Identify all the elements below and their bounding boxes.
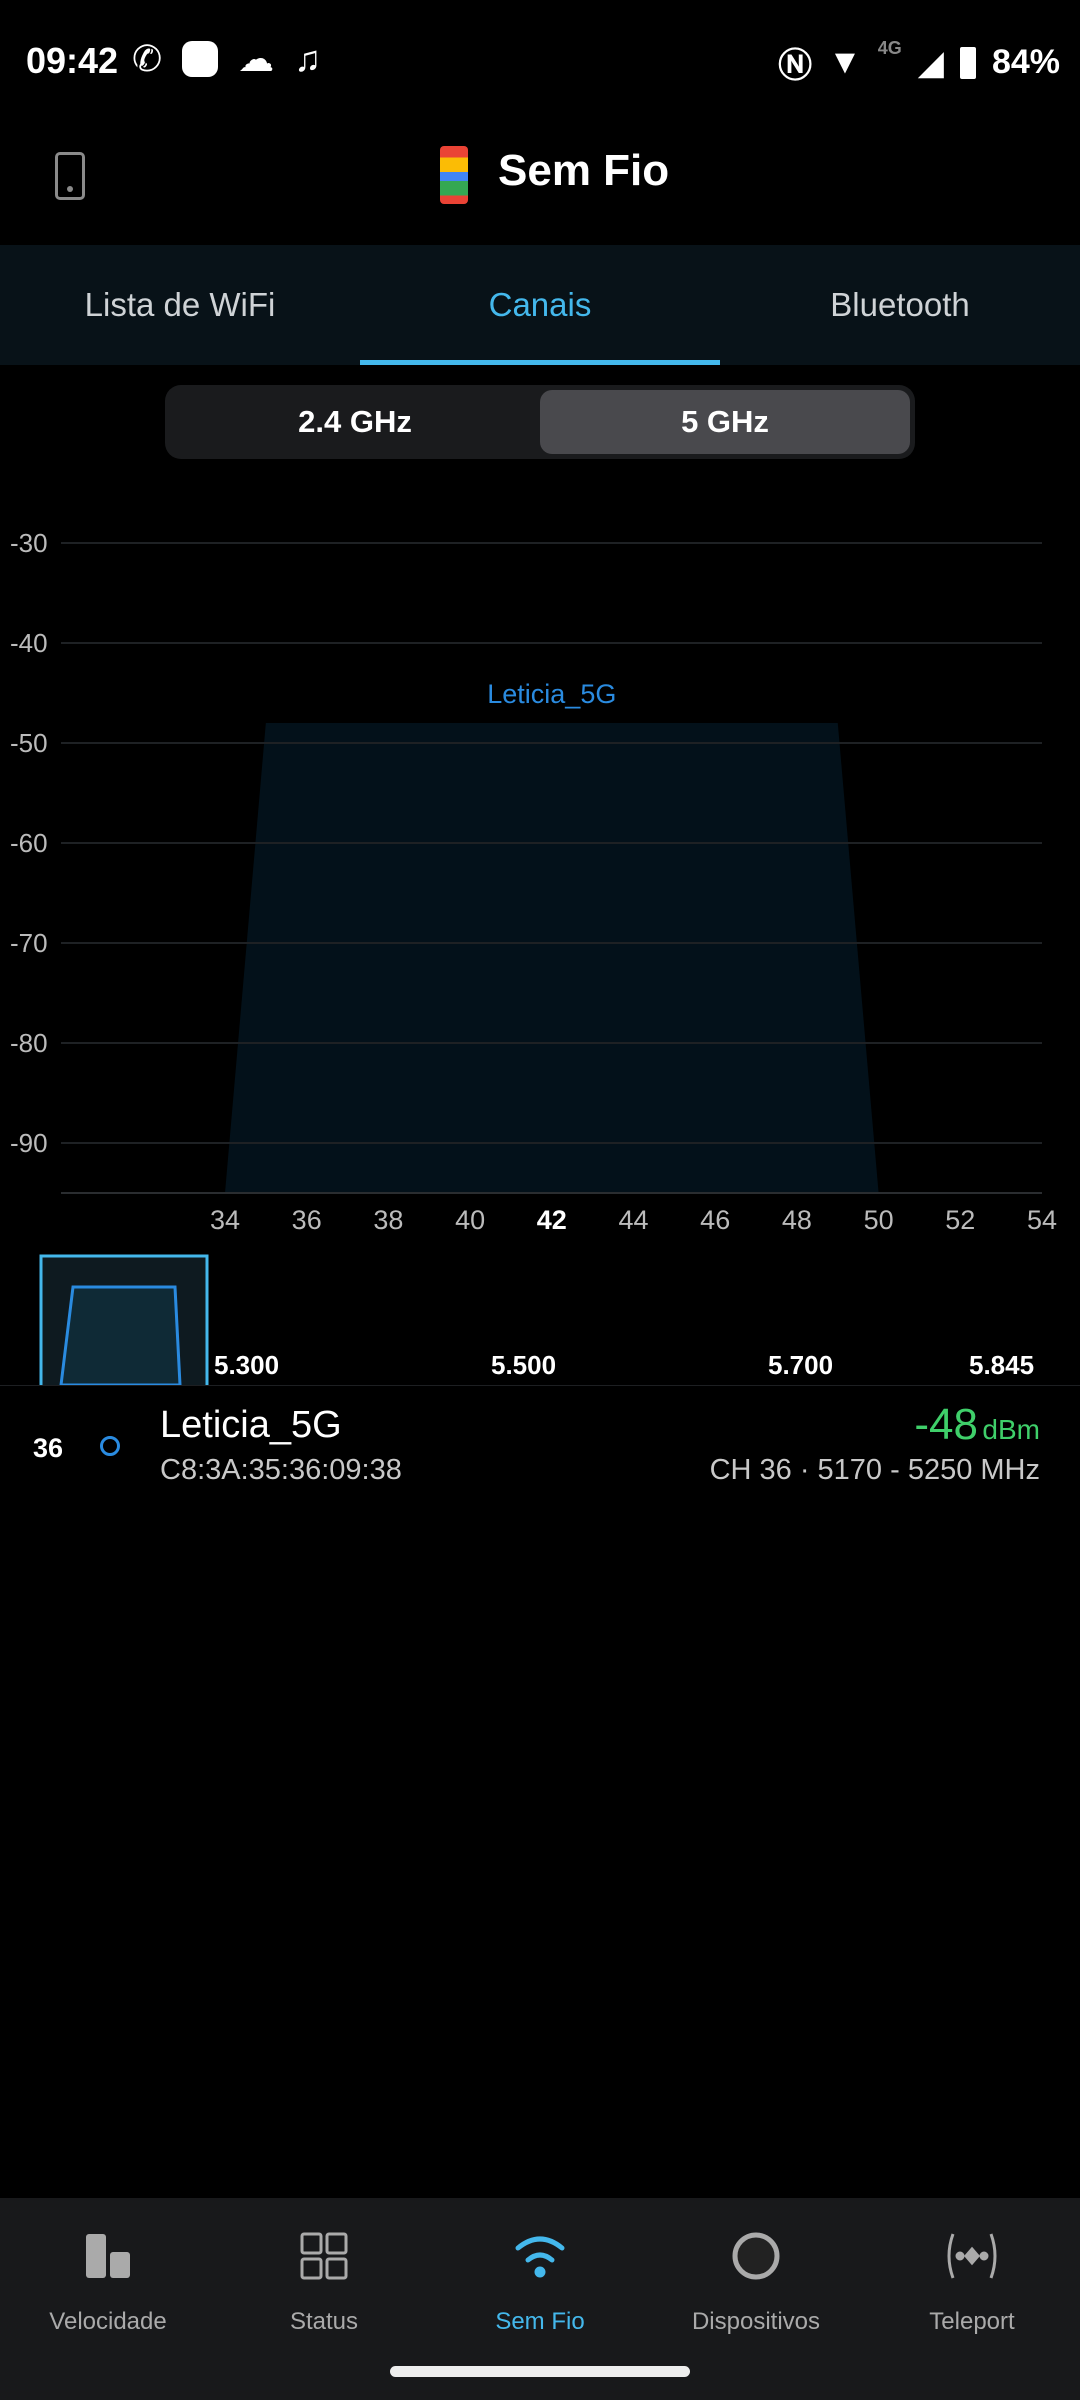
home-indicator[interactable] xyxy=(390,2366,690,2377)
x-tick-label: 44 xyxy=(618,1205,648,1235)
x-tick-label: 42 xyxy=(537,1205,567,1235)
signal-unit: dBm xyxy=(982,1414,1040,1445)
teleport-icon xyxy=(945,2226,999,2286)
network-channel: 36 xyxy=(33,1433,64,1463)
overview-network-shape xyxy=(59,1285,182,1385)
cell-signal-icon: ◢ xyxy=(917,43,944,82)
x-tick-label: 38 xyxy=(373,1205,403,1235)
cloud-icon: ☁ xyxy=(238,38,275,79)
network-list-item[interactable]: 36 Leticia_5G C8:3A:35:36:09:38 -48 dBm … xyxy=(0,1385,1080,1505)
y-tick-label: -60 xyxy=(10,828,48,858)
freq-label: 5.845 xyxy=(969,1350,1035,1380)
x-tick-label: 34 xyxy=(210,1205,240,1235)
freq-label: 5.300 xyxy=(214,1350,280,1380)
nav-status[interactable]: Status xyxy=(216,2198,432,2400)
app-logo-icon xyxy=(440,146,468,204)
x-tick-label: 40 xyxy=(455,1205,485,1235)
whatsapp-icon: ✆ xyxy=(132,38,163,79)
nav-label: Teleport xyxy=(929,2308,1015,2335)
x-tick-label: 52 xyxy=(945,1205,975,1235)
nav-teleport[interactable]: Teleport xyxy=(864,2198,1080,2400)
tab-bluetooth[interactable]: Bluetooth xyxy=(830,286,970,323)
y-tick-label: -70 xyxy=(10,928,48,958)
tab-bar: Lista de WiFi Canais Bluetooth xyxy=(0,245,1080,365)
page-title: Sem Fio xyxy=(498,146,670,195)
network-color-indicator-icon xyxy=(100,1436,120,1456)
x-tick-label: 36 xyxy=(292,1205,322,1235)
network-bssid: C8:3A:35:36:09:38 xyxy=(160,1454,402,1486)
network-label: Leticia_5G xyxy=(487,679,616,709)
nav-dispositivos[interactable]: Dispositivos xyxy=(648,2198,864,2400)
overview-viewport[interactable] xyxy=(0,1250,220,1385)
freq-label: 5.500 xyxy=(491,1350,557,1380)
y-tick-label: -90 xyxy=(10,1128,48,1158)
nav-label: Dispositivos xyxy=(691,2308,821,2335)
tab-wifi-list[interactable]: Lista de WiFi xyxy=(84,286,276,323)
x-tick-label: 48 xyxy=(782,1205,812,1235)
y-tick-label: -50 xyxy=(10,728,48,758)
y-tick-label: -80 xyxy=(10,1028,48,1058)
nfc-icon: Ⓝ xyxy=(778,47,813,85)
band-overview[interactable]: 5.300 5.500 5.700 5.845 xyxy=(0,1250,1080,1385)
nav-label: Velocidade xyxy=(49,2308,167,2335)
wifi-signal-icon: ▼ xyxy=(828,43,862,81)
y-tick-label: -30 xyxy=(10,528,48,558)
network-type: 4G xyxy=(877,38,902,58)
band-2-4ghz-button[interactable]: 2.4 GHz xyxy=(298,404,412,439)
battery-level: 84% xyxy=(991,43,1060,81)
bars-icon xyxy=(84,2226,132,2286)
nav-velocidade[interactable]: Velocidade xyxy=(0,2198,216,2400)
device-icon[interactable] xyxy=(55,152,85,200)
x-tick-label: 54 xyxy=(1027,1205,1057,1235)
network-details: CH 36 · 5170 - 5250 MHz xyxy=(709,1454,1040,1486)
circle-icon xyxy=(731,2226,781,2286)
signal-value: -48 xyxy=(914,1400,978,1449)
network-signal: -48 dBm xyxy=(914,1400,1040,1450)
channel-chart: Leticia_5G -30 -40 -50 -60 -70 -80 -90 34 36 38 40 4… xyxy=(10,528,1057,1235)
x-tick-label: 50 xyxy=(864,1205,894,1235)
freq-label: 5.700 xyxy=(768,1350,834,1380)
battery-icon xyxy=(959,46,976,79)
nav-label: Status xyxy=(289,2308,359,2335)
tab-channels[interactable]: Canais xyxy=(360,245,720,365)
nav-sem-fio[interactable]: Sem Fio xyxy=(432,2198,648,2400)
x-tick-label: 46 xyxy=(700,1205,730,1235)
wifi-icon xyxy=(514,2226,566,2286)
y-tick-label: -40 xyxy=(10,628,48,658)
nav-label: Sem Fio xyxy=(495,2308,585,2335)
grid-icon xyxy=(300,2226,348,2286)
network-ssid: Leticia_5G xyxy=(160,1404,342,1446)
status-time: 09:42 xyxy=(26,40,119,81)
band-toggle: 2.4 GHz 5 GHz xyxy=(165,385,915,459)
app-notification-icon xyxy=(182,41,219,77)
music-icon: ♫ xyxy=(294,38,322,79)
network-area xyxy=(225,723,879,1193)
status-bar: 09:42 ✆ ☁ ♫ Ⓝ ▼ 4G ◢ 84% xyxy=(0,0,1080,125)
band-5ghz-button[interactable]: 5 GHz xyxy=(540,390,910,454)
